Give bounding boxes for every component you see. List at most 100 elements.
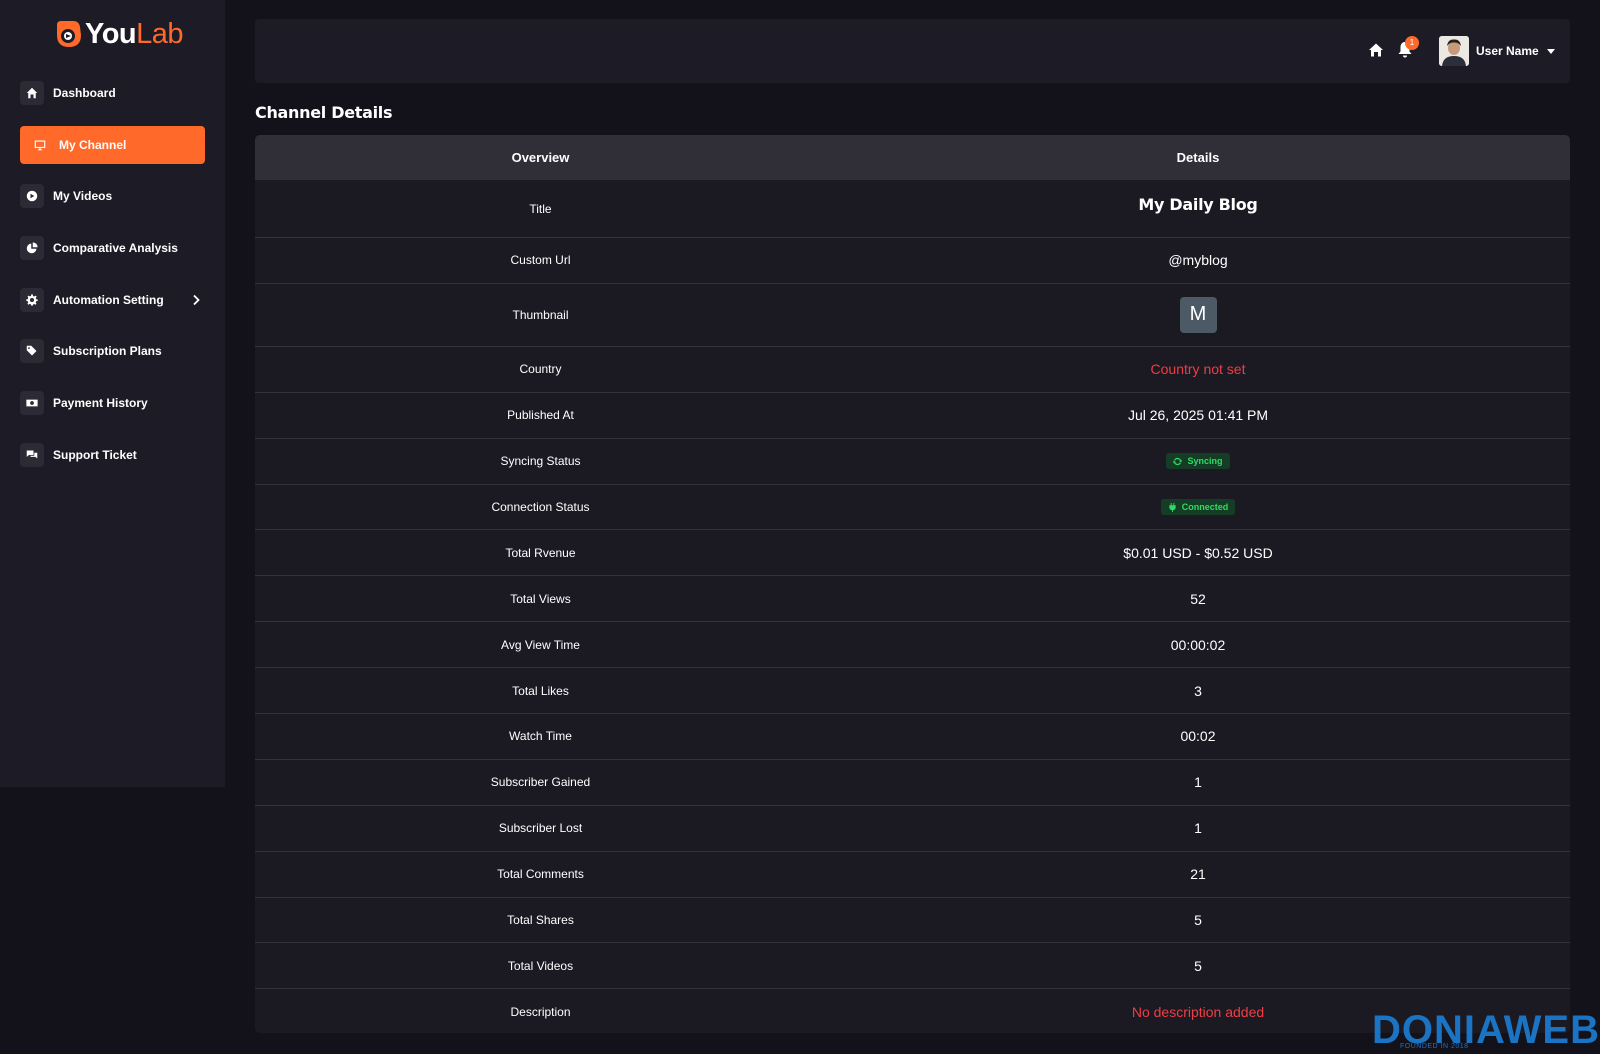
tags-icon	[20, 339, 44, 364]
row-label: Total Comments	[497, 867, 584, 882]
connected-badge-label: Connected	[1181, 502, 1229, 513]
row-label: Custom Url	[510, 253, 571, 268]
watermark-subtitle: FOUNDED IN 2018	[1400, 1043, 1469, 1050]
table-row-description: Description No description added	[255, 989, 1570, 1033]
table-row-custom-url: Custom Url @myblog	[255, 238, 1570, 284]
column-header-details: Details	[1176, 150, 1220, 165]
page-title: Channel Details	[255, 103, 393, 122]
row-label: Total Shares	[507, 913, 574, 928]
row-label: Subscriber Gained	[490, 775, 591, 790]
row-label: Total Likes	[512, 683, 569, 698]
table-row-subscriber-gained: Subscriber Gained 1	[255, 760, 1570, 806]
table-row-total-revenue: Total Rvenue $0.01 USD - $0.52 USD	[255, 530, 1570, 577]
sidebar: YouLab Dashboard My Channel My Videos Co…	[0, 0, 225, 787]
table-row-total-views: Total Views 52	[255, 576, 1570, 623]
total-likes-value: 3	[1194, 682, 1202, 699]
gear-icon	[20, 287, 44, 312]
sidebar-item-dashboard[interactable]: Dashboard	[20, 74, 205, 112]
table-row-title: Title My Daily Blog	[255, 180, 1570, 238]
row-label: Published At	[507, 408, 574, 423]
user-menu[interactable]: User Name	[1439, 36, 1555, 66]
row-label: Thumbnail	[512, 307, 569, 322]
table-row-thumbnail: Thumbnail M	[255, 284, 1570, 347]
sidebar-item-label: Dashboard	[53, 86, 116, 100]
watch-time-value: 00:02	[1180, 728, 1216, 745]
sidebar-item-label: Payment History	[53, 396, 148, 411]
monitor-icon	[28, 133, 52, 157]
row-label: Subscriber Lost	[498, 821, 583, 836]
subscriber-lost-value: 1	[1194, 820, 1202, 837]
avg-view-time-value: 00:00:02	[1170, 636, 1226, 653]
row-label: Watch Time	[509, 729, 572, 744]
total-revenue-value: $0.01 USD - $0.52 USD	[1123, 544, 1273, 561]
published-at-value: Jul 26, 2025 01:41 PM	[1127, 407, 1269, 424]
sidebar-item-my-videos[interactable]: My Videos	[20, 177, 205, 215]
sidebar-item-label: Comparative Analysis	[53, 241, 178, 256]
sidebar-nav: Dashboard My Channel My Videos Comparati…	[20, 74, 205, 488]
total-videos-value: 5	[1194, 957, 1202, 974]
sidebar-item-comparative-analysis[interactable]: Comparative Analysis	[20, 229, 205, 267]
plug-icon	[1169, 502, 1176, 512]
total-comments-value: 21	[1190, 866, 1206, 883]
caret-down-icon	[1546, 48, 1555, 54]
table-row-total-videos: Total Videos 5	[255, 943, 1570, 990]
table-row-total-shares: Total Shares 5	[255, 898, 1570, 944]
syncing-badge-label: Syncing	[1187, 456, 1223, 467]
row-label: Avg View Time	[501, 637, 580, 652]
logo-icon	[57, 21, 81, 47]
top-header: 1 User Name	[255, 19, 1570, 83]
total-shares-value: 5	[1194, 912, 1202, 929]
chevron-right-icon	[193, 294, 200, 305]
row-label: Connection Status	[491, 500, 590, 514]
custom-url-value: @myblog	[1168, 252, 1228, 269]
pie-chart-icon	[20, 236, 44, 261]
sidebar-item-label: Support Ticket	[53, 447, 137, 462]
avatar	[1439, 36, 1469, 66]
home-icon[interactable]	[1368, 42, 1384, 58]
notification-badge: 1	[1405, 36, 1419, 50]
sidebar-item-subscription-plans[interactable]: Subscription Plans	[20, 332, 205, 370]
country-value: Country not set	[1150, 361, 1246, 378]
row-label: Title	[529, 201, 552, 216]
watermark-logo: DONIAWEB	[1372, 1008, 1600, 1052]
play-circle-icon	[20, 184, 44, 209]
table-row-country: Country Country not set	[255, 347, 1570, 393]
sync-icon	[1173, 457, 1183, 465]
youlab-logo[interactable]: YouLab	[53, 16, 184, 52]
syncing-badge: Syncing	[1166, 453, 1230, 470]
sidebar-item-payment-history[interactable]: Payment History	[20, 384, 205, 422]
table-row-total-likes: Total Likes 3	[255, 668, 1570, 715]
home-icon	[20, 81, 44, 105]
subscriber-gained-value: 1	[1194, 774, 1202, 791]
sidebar-item-automation-setting[interactable]: Automation Setting	[20, 281, 205, 319]
user-name: User Name	[1476, 44, 1539, 58]
sidebar-item-support-ticket[interactable]: Support Ticket	[20, 436, 205, 474]
money-bill-icon	[20, 391, 44, 416]
channel-title: My Daily Blog	[1138, 195, 1258, 214]
table-row-syncing-status: Syncing Status Syncing	[255, 439, 1570, 485]
table-row-connection-status: Connection Status Connected	[255, 485, 1570, 531]
row-label: Syncing Status	[500, 454, 581, 469]
logo-text: YouLab	[85, 18, 184, 50]
description-value: No description added	[1131, 1004, 1265, 1021]
sidebar-item-label: My Videos	[53, 189, 113, 204]
row-label: Country	[519, 362, 562, 377]
row-label: Total Rvenue	[505, 545, 576, 560]
row-label: Total Views	[510, 591, 571, 606]
row-label: Total Videos	[507, 958, 574, 973]
table-row-published-at: Published At Jul 26, 2025 01:41 PM	[255, 393, 1570, 439]
sidebar-item-label: Subscription Plans	[53, 344, 162, 359]
total-views-value: 52	[1190, 590, 1206, 607]
sidebar-item-label: My Channel	[59, 137, 127, 152]
sidebar-item-label: Automation Setting	[53, 292, 164, 307]
table-row-subscriber-lost: Subscriber Lost 1	[255, 806, 1570, 852]
table-row-watch-time: Watch Time 00:02	[255, 714, 1570, 760]
sidebar-item-my-channel[interactable]: My Channel	[20, 125, 205, 164]
connected-badge: Connected	[1160, 499, 1236, 516]
table-row-avg-view-time: Avg View Time 00:00:02	[255, 622, 1570, 669]
comments-icon	[20, 442, 44, 467]
column-header-overview: Overview	[511, 150, 570, 165]
table-header: Overview Details	[255, 135, 1570, 180]
table-row-total-comments: Total Comments 21	[255, 852, 1570, 898]
row-label: Description	[510, 1005, 571, 1020]
